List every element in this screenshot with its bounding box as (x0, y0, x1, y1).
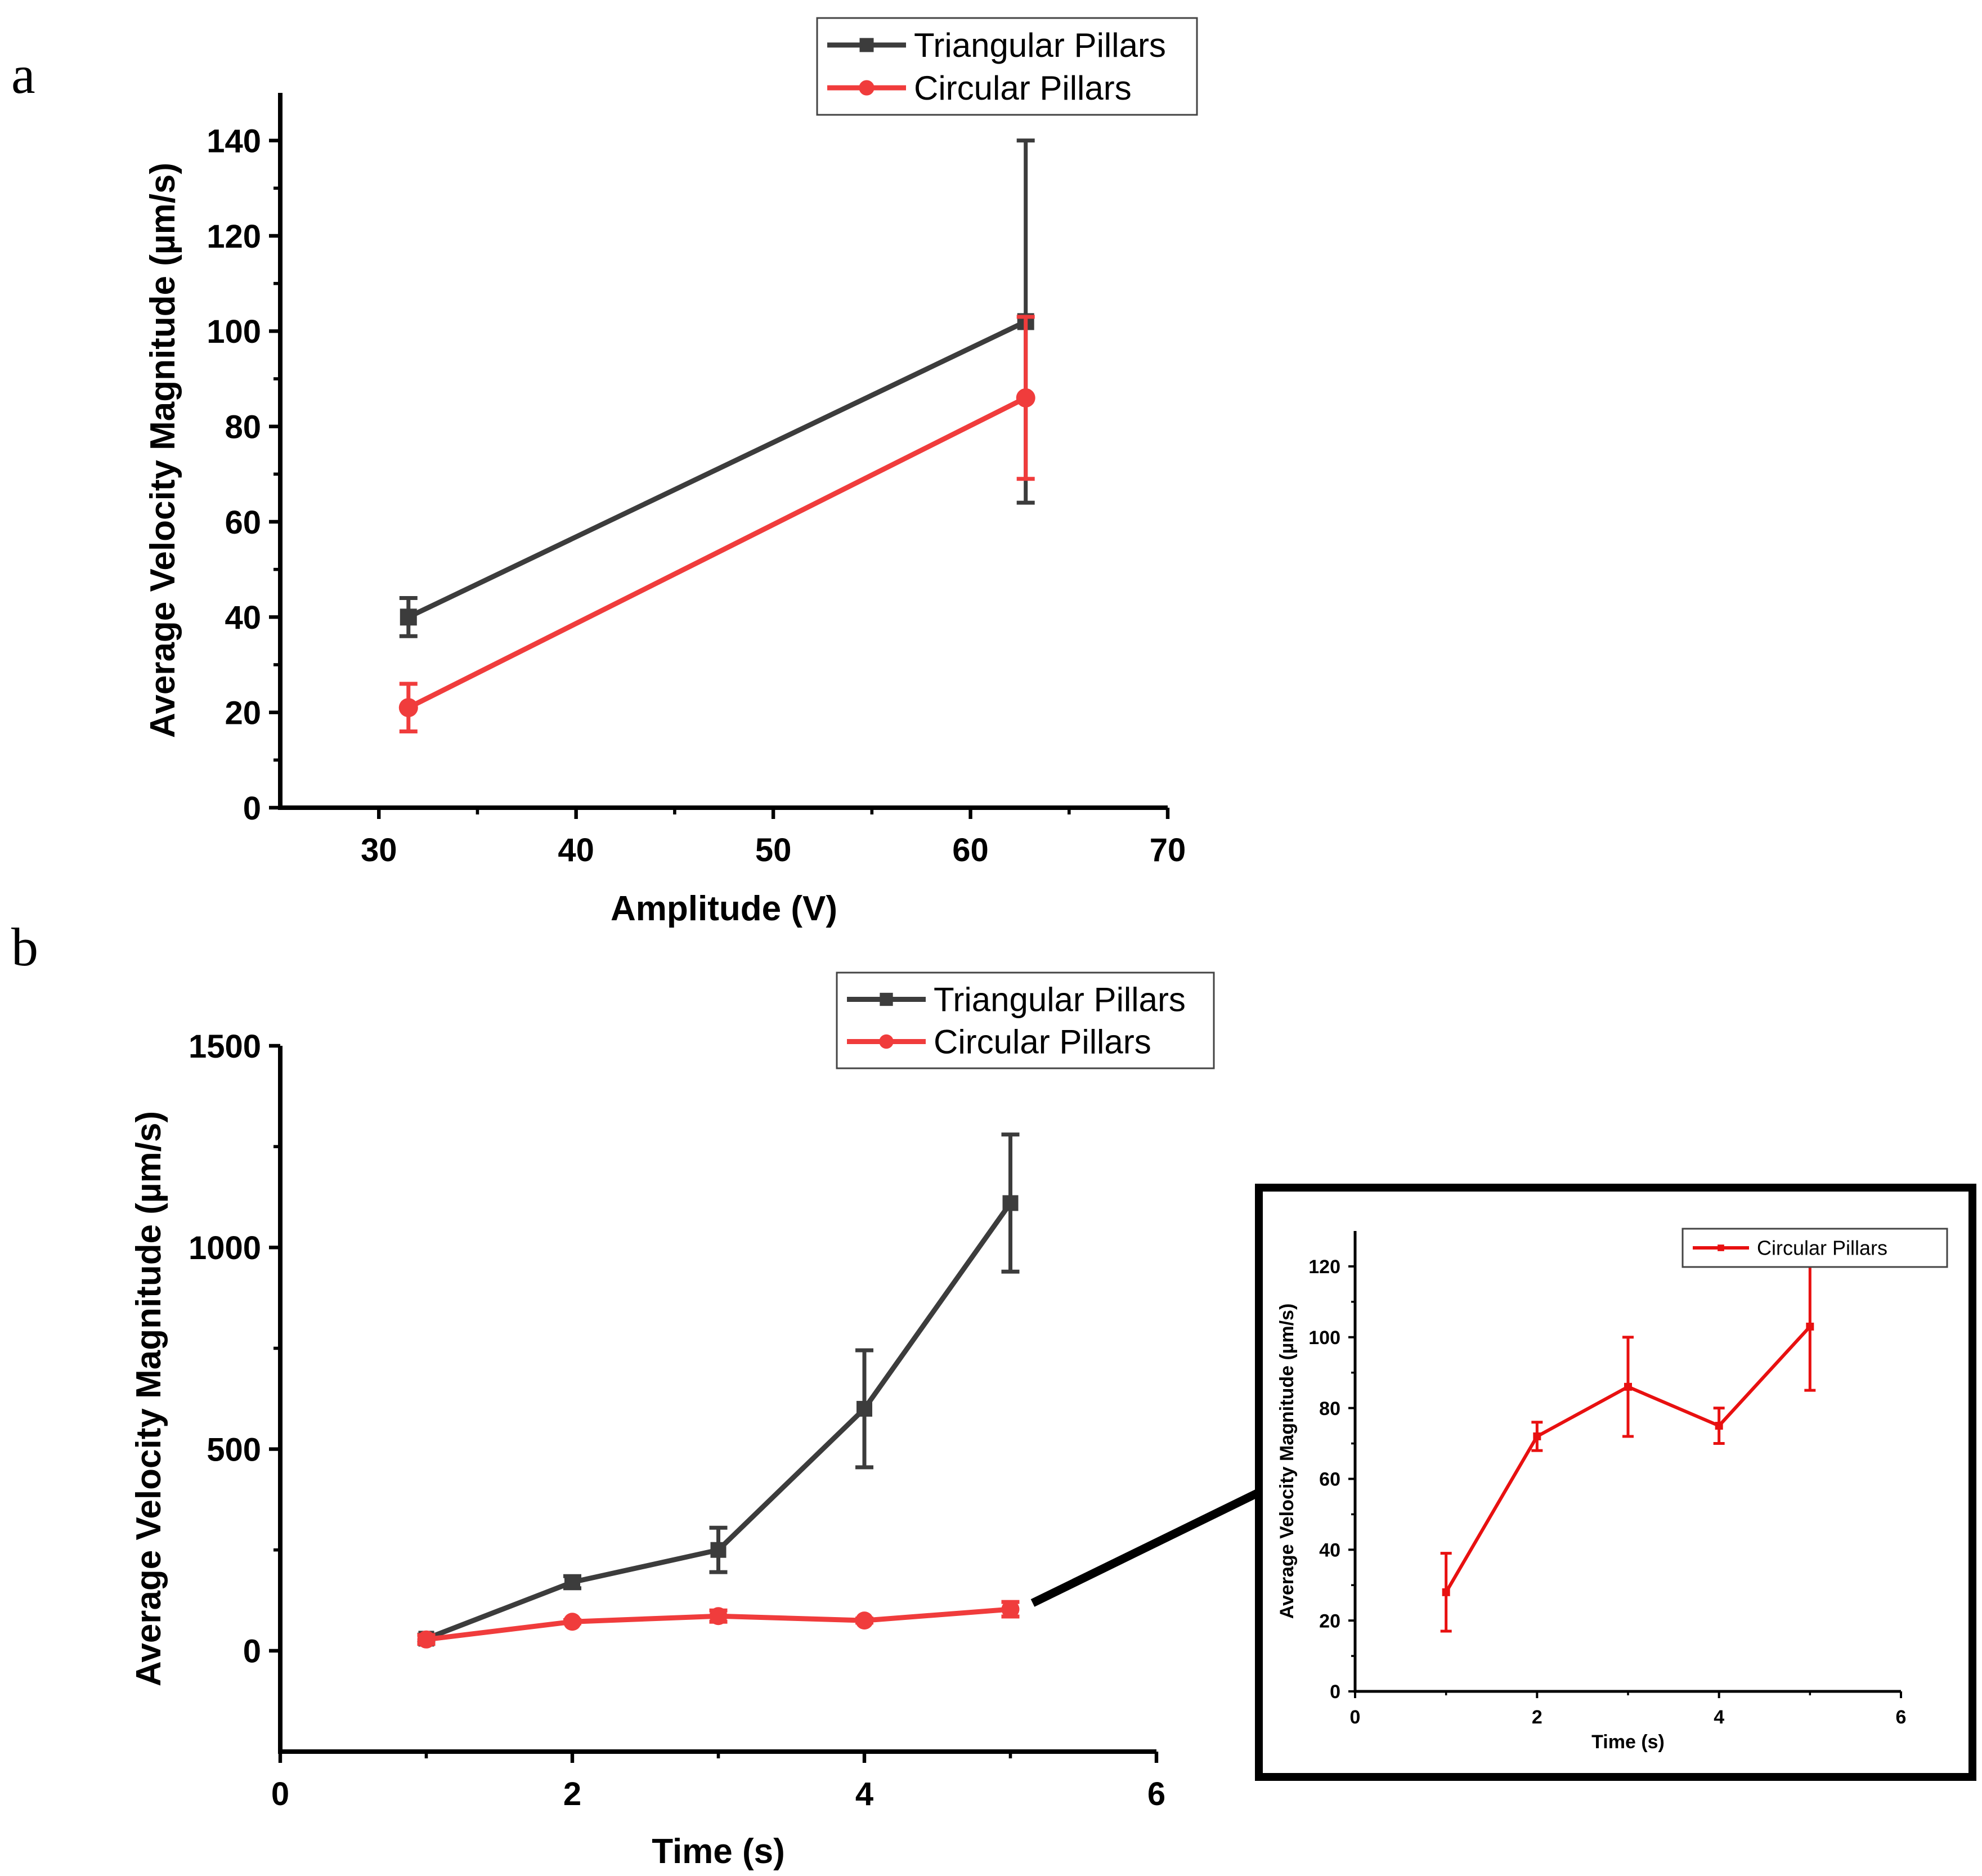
y-tick-label: 40 (1319, 1540, 1340, 1561)
x-tick-label: 60 (952, 832, 989, 868)
inset-connector-line (1030, 1488, 1263, 1607)
series-circular-pillars (398, 315, 1035, 734)
data-point-circle (709, 1607, 728, 1626)
y-axis-label: Average Velocity Magnitude (µm/s) (129, 1111, 168, 1686)
legend-marker-square (880, 992, 893, 1006)
data-point-square (710, 1542, 727, 1558)
data-point-circle (417, 1630, 436, 1649)
panel-label-b: b (11, 917, 38, 977)
y-tick-label: 100 (1308, 1327, 1340, 1349)
legend-marker-square (859, 38, 874, 52)
x-axis-label: Time (s) (652, 1832, 785, 1871)
y-tick-label: 0 (243, 790, 261, 827)
series-line (407, 395, 1027, 710)
y-tick-label: 20 (225, 695, 261, 732)
data-point-circle (563, 1613, 581, 1631)
legend-marker-circle (879, 1034, 894, 1049)
x-tick-label: 30 (361, 832, 397, 868)
y-tick-label: 120 (1308, 1256, 1340, 1278)
y-tick-label: 140 (207, 123, 261, 160)
x-tick-label: 40 (558, 832, 594, 868)
x-axis-label: Amplitude (V) (611, 889, 837, 928)
x-tick-label: 70 (1150, 832, 1186, 868)
y-tick-label: 20 (1319, 1610, 1340, 1632)
data-point-square (1806, 1322, 1814, 1331)
y-tick-label: 40 (225, 599, 261, 636)
data-point-circle (398, 698, 418, 718)
data-point-square (1533, 1432, 1541, 1440)
panel-label-a: a (11, 44, 35, 105)
y-axis-label: Average Velocity Magnitude (µm/s) (1276, 1304, 1298, 1619)
legend-label: Triangular Pillars (914, 26, 1166, 64)
x-tick-label: 0 (271, 1776, 289, 1812)
legend-label: Circular Pillars (934, 1023, 1151, 1061)
series-triangular-pillars (417, 1132, 1020, 1647)
legend-box (836, 971, 1215, 1069)
y-tick-label: 60 (225, 504, 261, 541)
y-tick-label: 1500 (189, 1028, 261, 1065)
y-tick-label: 60 (1319, 1469, 1340, 1490)
x-tick-label: 50 (755, 832, 792, 868)
x-tick-label: 4 (1714, 1707, 1724, 1728)
inset-frame (1255, 1184, 1976, 1781)
legend: Triangular Pillars Circular Pillars (836, 971, 1215, 1069)
x-tick-label: 4 (855, 1776, 873, 1812)
y-tick-label: 100 (207, 314, 261, 350)
series-circular-pillars (417, 1600, 1020, 1649)
y-axis-label: Average Velocity Magnitude (µm/s) (144, 163, 182, 738)
data-point-square (400, 608, 417, 626)
data-point-square (1442, 1588, 1450, 1596)
series-line (407, 319, 1027, 620)
data-point-circle (855, 1611, 873, 1630)
legend: Circular Pillars (1681, 1228, 1948, 1268)
y-tick-label: 120 (207, 218, 261, 255)
data-point-circle (1016, 388, 1035, 408)
data-point-square (564, 1574, 580, 1591)
data-point-square (1002, 1195, 1019, 1211)
x-tick-label: 2 (563, 1776, 581, 1812)
y-tick-label: 0 (1330, 1681, 1340, 1703)
x-tick-label: 2 (1532, 1707, 1542, 1728)
x-tick-label: 0 (1350, 1707, 1361, 1728)
chart-b: 0 2 4 6 0 500 1000 1500 Time (s) Average Velocity… (129, 971, 1215, 1871)
data-point-square (857, 1400, 872, 1417)
x-axis-label: Time (s) (1591, 1731, 1665, 1753)
legend-marker-square (1718, 1244, 1724, 1251)
data-point-square (1715, 1422, 1723, 1430)
legend-marker-circle (859, 80, 875, 96)
data-point-circle (1001, 1600, 1020, 1619)
legend: Triangular Pillars Circular Pillars (816, 17, 1198, 116)
legend-box (816, 17, 1198, 116)
legend-label: Circular Pillars (914, 69, 1132, 107)
legend-label: Circular Pillars (1757, 1237, 1887, 1260)
y-tick-label: 80 (1319, 1398, 1340, 1420)
y-tick-label: 500 (207, 1431, 261, 1468)
x-tick-label: 6 (1147, 1776, 1165, 1812)
y-tick-label: 1000 (189, 1230, 261, 1266)
series-circular-pillars (1440, 1261, 1816, 1633)
y-tick-label: 80 (225, 409, 261, 446)
chart-a: 30 40 50 60 70 0 20 40 60 80 100 120 140 Amplitude (V… (144, 17, 1198, 928)
y-tick-label: 0 (243, 1633, 261, 1670)
legend-label: Triangular Pillars (934, 981, 1186, 1019)
data-point-square (1624, 1382, 1632, 1391)
x-tick-label: 6 (1896, 1707, 1907, 1728)
